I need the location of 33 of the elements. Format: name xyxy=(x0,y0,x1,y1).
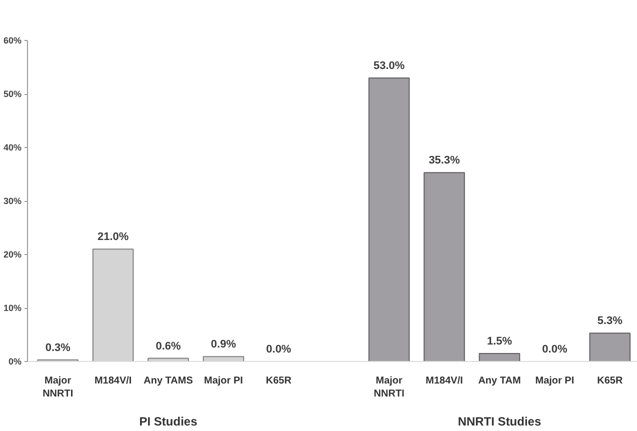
data-label: 21.0% xyxy=(97,231,129,244)
x-tick-label: Any TAMS xyxy=(144,376,194,386)
y-tick-label: 60% xyxy=(3,36,22,46)
data-label: 0.0% xyxy=(542,344,568,356)
data-label: 0.3% xyxy=(45,342,71,354)
x-tick-label: M184V/I xyxy=(94,376,132,386)
text: NNRTI Studies xyxy=(458,414,542,428)
data-label: 0.6% xyxy=(156,340,182,352)
x-tick-label: Major PI xyxy=(535,376,574,386)
x-tick-label: Major PI xyxy=(204,376,244,386)
x-tick-label: Any TAM xyxy=(478,376,521,386)
bar xyxy=(424,172,465,362)
data-label: 0.0% xyxy=(266,344,292,356)
bar xyxy=(478,352,520,362)
y-tick-label: 40% xyxy=(3,142,22,152)
y-tick-label: 20% xyxy=(3,250,22,260)
y-tick-label: 50% xyxy=(3,89,22,99)
x-tick-label: Major NNRTI xyxy=(374,376,405,400)
data-label: 53.0% xyxy=(373,60,405,72)
x-tick-label: K65R xyxy=(266,376,292,386)
y-tick-label: 10% xyxy=(3,303,22,313)
bar xyxy=(589,332,631,362)
data-label: 5.3% xyxy=(597,315,623,328)
x-tick-label: Major NNRTI xyxy=(42,376,74,400)
data-label: 0.9% xyxy=(210,338,236,351)
y-tick-label: 0% xyxy=(8,356,22,366)
data-label: 1.5% xyxy=(486,335,512,348)
x-tick-label: K65R xyxy=(597,376,624,386)
data-label: 35.3% xyxy=(428,154,460,167)
bar xyxy=(368,77,410,362)
y-tick-label: 30% xyxy=(3,196,22,206)
x-tick-label: M184V/I xyxy=(426,376,464,386)
text: PI Studies xyxy=(139,414,198,428)
